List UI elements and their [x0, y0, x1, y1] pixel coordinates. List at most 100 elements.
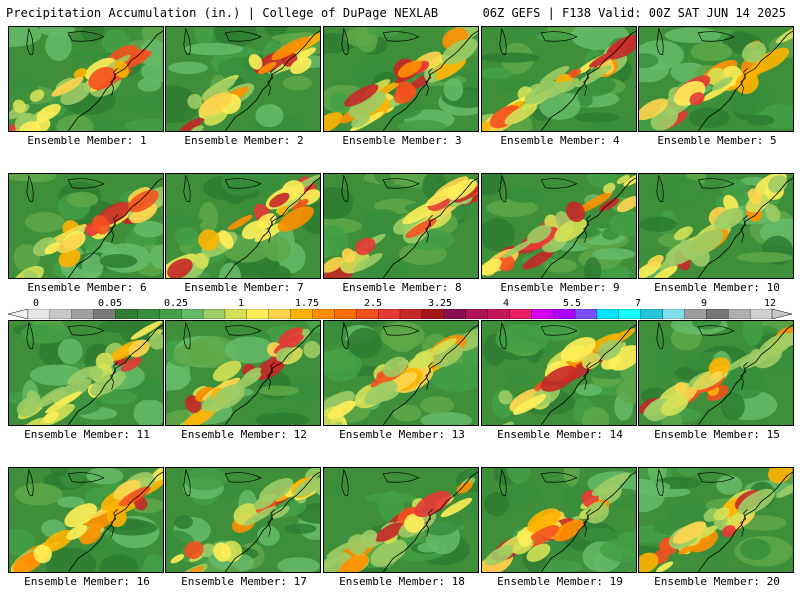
colorbar-segment	[224, 309, 248, 319]
precip-map	[166, 174, 320, 278]
ensemble-member-label: Ensemble Member: 6	[27, 281, 147, 294]
precip-map	[639, 468, 793, 572]
ensemble-panel-18	[323, 467, 479, 573]
colorbar-segment	[356, 309, 379, 319]
ensemble-panel-15	[638, 320, 794, 426]
colorbar-legend: 0 0.05 0.25 1 1.75 2.5 3.25 4 5.5 7 9 12	[8, 298, 792, 320]
ensemble-panel-20	[638, 467, 794, 573]
ensemble-member-label: Ensemble Member: 3	[342, 134, 462, 147]
ensemble-member-label: Ensemble Member: 4	[500, 134, 620, 147]
ensemble-member-label: Ensemble Member: 9	[500, 281, 620, 294]
ensemble-panel-12	[165, 320, 321, 426]
colorbar-tick-label: 0	[32, 298, 40, 309]
ensemble-panel-5	[638, 26, 794, 132]
colorbar-segment	[71, 309, 95, 319]
ensemble-panel-9	[481, 173, 637, 279]
ensemble-member-label: Ensemble Member: 11	[24, 428, 150, 441]
ensemble-member-label: Ensemble Member: 15	[654, 428, 780, 441]
colorbar-segment	[728, 309, 751, 319]
ensemble-panel-3	[323, 26, 479, 132]
colorbar-segment	[421, 309, 445, 319]
precip-map	[482, 174, 636, 278]
colorbar-segment	[312, 309, 335, 319]
colorbar-tick-label: 5.5	[562, 298, 582, 309]
colorbar-tick-label: 12	[763, 298, 777, 309]
colorbar-segment	[49, 309, 73, 319]
precip-map	[9, 468, 163, 572]
precip-map	[482, 27, 636, 131]
colorbar-segment	[268, 309, 292, 319]
precip-map	[324, 468, 478, 572]
precip-map	[9, 321, 163, 425]
ensemble-panel-6	[8, 173, 164, 279]
ensemble-member-label: Ensemble Member: 2	[184, 134, 304, 147]
colorbar-tick-label: 0.25	[163, 298, 189, 309]
colorbar-segment	[93, 309, 116, 319]
colorbar-segment	[574, 309, 598, 319]
colorbar-segment	[706, 309, 729, 319]
colorbar-tick-label: 3.25	[427, 298, 453, 309]
ensemble-member-label: Ensemble Member: 10	[654, 281, 780, 294]
ensemble-member-label: Ensemble Member: 12	[181, 428, 307, 441]
ensemble-member-label: Ensemble Member: 19	[497, 575, 623, 588]
colorbar-segment	[290, 309, 313, 319]
ensemble-panel-14	[481, 320, 637, 426]
colorbar-segment	[443, 309, 467, 319]
colorbar-segment	[465, 309, 488, 319]
colorbar-tick-label: 0.05	[97, 298, 123, 309]
colorbar-segment	[181, 309, 204, 319]
ensemble-member-label: Ensemble Member: 18	[339, 575, 465, 588]
precip-map	[482, 468, 636, 572]
run-valid-time: 06Z GEFS | F138 Valid: 00Z SAT JUN 14 20…	[482, 6, 786, 20]
ensemble-panel-4	[481, 26, 637, 132]
colorbar-segment	[662, 309, 685, 319]
colorbar-segment	[596, 309, 620, 319]
ensemble-panel-8	[323, 173, 479, 279]
colorbar-segment	[640, 309, 664, 319]
ensemble-member-label: Ensemble Member: 1	[27, 134, 147, 147]
colorbar-segment	[749, 309, 773, 319]
ensemble-panel-13	[323, 320, 479, 426]
chart-title: Precipitation Accumulation (in.) | Colle…	[6, 6, 439, 20]
colorbar-right-arrow	[771, 309, 792, 319]
colorbar-segment	[487, 309, 510, 319]
ensemble-member-label: Ensemble Member: 17	[181, 575, 307, 588]
ensemble-panel-16	[8, 467, 164, 573]
ensemble-member-label: Ensemble Member: 7	[184, 281, 304, 294]
precip-map	[9, 174, 163, 278]
ensemble-panel-1	[8, 26, 164, 132]
ensemble-member-label: Ensemble Member: 14	[497, 428, 623, 441]
colorbar-tick-label: 1	[237, 298, 245, 309]
ensemble-panel-10	[638, 173, 794, 279]
colorbar-tick-label: 1.75	[294, 298, 320, 309]
precip-map	[482, 321, 636, 425]
precip-map	[166, 27, 320, 131]
ensemble-member-label: Ensemble Member: 5	[657, 134, 777, 147]
colorbar-tick-label: 4	[502, 298, 510, 309]
precip-map	[324, 27, 478, 131]
colorbar-segment	[246, 309, 270, 319]
colorbar-tick-label: 9	[700, 298, 708, 309]
colorbar-segment	[202, 309, 226, 319]
colorbar-segment	[137, 309, 160, 319]
colorbar-segment	[509, 309, 532, 319]
ensemble-panel-11	[8, 320, 164, 426]
ensemble-panel-2	[165, 26, 321, 132]
colorbar-segment	[377, 309, 401, 319]
ensemble-member-label: Ensemble Member: 8	[342, 281, 462, 294]
precip-map	[9, 27, 163, 131]
precip-map	[639, 174, 793, 278]
ensemble-panel-7	[165, 173, 321, 279]
ensemble-panel-17	[165, 467, 321, 573]
colorbar-tick-label: 2.5	[363, 298, 383, 309]
ensemble-panel-19	[481, 467, 637, 573]
precip-map	[166, 321, 320, 425]
ensemble-member-label: Ensemble Member: 16	[24, 575, 150, 588]
ensemble-member-label: Ensemble Member: 20	[654, 575, 780, 588]
colorbar-segment	[684, 309, 707, 319]
colorbar-tick-label: 7	[634, 298, 642, 309]
colorbar-segment	[531, 309, 554, 319]
colorbar-left-arrow	[8, 309, 29, 319]
colorbar-segment	[27, 309, 51, 319]
colorbar-bar	[8, 309, 792, 319]
